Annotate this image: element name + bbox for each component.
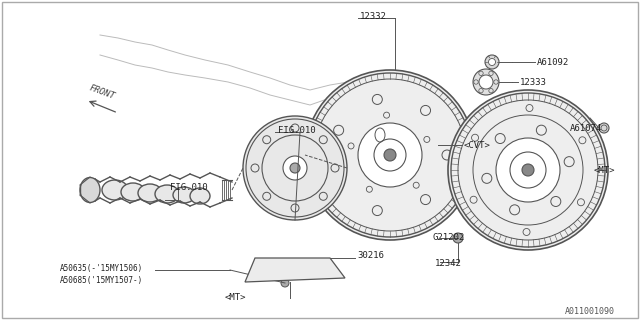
Circle shape <box>358 123 422 187</box>
Text: FIG.010: FIG.010 <box>170 182 207 191</box>
Text: <CVT>: <CVT> <box>464 140 491 149</box>
Polygon shape <box>245 258 345 282</box>
Circle shape <box>283 156 307 180</box>
Text: 12332: 12332 <box>360 12 387 20</box>
Text: A50635(-'15MY1506): A50635(-'15MY1506) <box>60 263 143 273</box>
Ellipse shape <box>102 180 128 200</box>
Circle shape <box>488 59 495 66</box>
Text: 12333: 12333 <box>520 77 547 86</box>
Text: G21202: G21202 <box>432 234 464 243</box>
Circle shape <box>479 75 493 89</box>
Ellipse shape <box>155 185 179 203</box>
Circle shape <box>522 164 534 176</box>
Ellipse shape <box>138 184 162 202</box>
Text: A011001090: A011001090 <box>565 308 615 316</box>
Text: <MT>: <MT> <box>594 165 616 174</box>
Circle shape <box>448 90 608 250</box>
Circle shape <box>281 279 289 287</box>
Circle shape <box>305 70 475 240</box>
Ellipse shape <box>80 178 100 203</box>
Circle shape <box>290 163 300 173</box>
Text: FRONT: FRONT <box>88 83 116 101</box>
Text: A61092: A61092 <box>537 58 569 67</box>
Text: 30216: 30216 <box>357 252 384 260</box>
Circle shape <box>243 116 347 220</box>
Text: 12342: 12342 <box>435 260 462 268</box>
Text: FIG.010: FIG.010 <box>278 125 316 134</box>
Circle shape <box>485 55 499 69</box>
Circle shape <box>473 69 499 95</box>
Circle shape <box>384 149 396 161</box>
Circle shape <box>453 233 463 243</box>
Text: <MT>: <MT> <box>225 293 246 302</box>
Text: A50685('15MY1507-): A50685('15MY1507-) <box>60 276 143 284</box>
Circle shape <box>496 138 560 202</box>
Circle shape <box>599 123 609 133</box>
Text: A61074: A61074 <box>570 124 602 132</box>
Ellipse shape <box>190 188 210 204</box>
Ellipse shape <box>121 183 145 201</box>
Ellipse shape <box>173 187 195 203</box>
